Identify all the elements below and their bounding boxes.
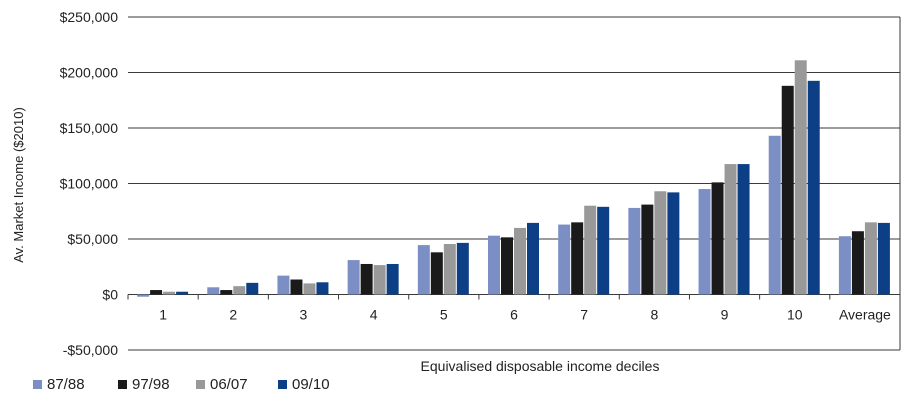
y-tick-label: $0 [102,287,118,303]
bar [303,283,316,295]
bar [698,189,711,295]
x-tick-label: 5 [440,307,448,323]
bar [558,224,571,295]
x-tick-label: 10 [787,307,803,323]
x-axis-title: Equivalised disposable income deciles [421,358,660,374]
bar [654,191,667,295]
x-tick-label: 3 [300,307,308,323]
bar [430,252,443,295]
y-tick-label: $50,000 [67,231,118,247]
bar [417,245,430,295]
bar [571,222,584,295]
legend-swatch [118,380,127,389]
bar [207,287,220,295]
legend-swatch [33,380,42,389]
bar [711,182,724,295]
bar [456,242,469,295]
y-tick-label: $100,000 [60,176,119,192]
y-tick-label: $150,000 [60,120,119,136]
x-tick-label: 4 [370,307,378,323]
bar [851,231,864,295]
x-tick-label: 7 [580,307,588,323]
x-tick-labels: 1 2 3 4 5 6 7 8 9 10 Average [159,307,891,323]
legend-label: 87/88 [47,376,85,393]
bar [737,164,750,295]
bar [768,135,781,295]
bar [597,206,610,295]
bar [137,294,150,297]
bar [628,207,641,295]
bars [137,60,890,297]
bar [277,275,290,295]
legend-swatch [278,380,287,389]
x-tick-label: 1 [159,307,167,323]
bar [514,227,526,295]
bar [877,222,890,295]
legend-label: 09/10 [292,376,330,393]
bar [724,164,737,295]
legend-swatch [196,380,205,389]
bar [233,286,246,295]
legend: 87/88 97/98 06/07 09/10 [33,376,330,393]
bar [163,291,176,295]
legend-label: 06/07 [210,376,248,393]
x-tick-label: 2 [229,307,237,323]
bar [246,282,259,295]
y-tick-label: -$50,000 [63,342,118,358]
bar [290,279,303,295]
bar [220,290,233,295]
bar [176,291,189,295]
bar [667,192,680,295]
bar [443,243,456,295]
legend-label: 97/98 [132,376,170,393]
bar [347,260,360,295]
bar [150,290,163,295]
bar [838,236,851,295]
x-tick-label: 9 [721,307,729,323]
x-tick-label: 6 [510,307,518,323]
x-tick-label: 8 [650,307,658,323]
bar [584,205,597,295]
y-tick-labels: $250,000 $200,000 $150,000 $100,000 $50,000 $… [60,9,119,358]
bar [794,60,807,295]
x-tick-label: Average [839,307,891,323]
bar [864,222,877,295]
bar [316,282,329,295]
y-axis-title: Av. Market Income ($2010) [11,107,26,263]
bar [488,235,500,295]
bar [781,85,794,295]
bar [641,204,654,295]
y-tick-label: $250,000 [60,9,119,25]
bar [360,263,373,295]
bar [501,237,513,295]
bar [386,263,399,295]
bar [373,265,386,295]
bar [527,222,539,295]
bar [807,80,820,295]
y-tick-label: $200,000 [60,65,119,81]
